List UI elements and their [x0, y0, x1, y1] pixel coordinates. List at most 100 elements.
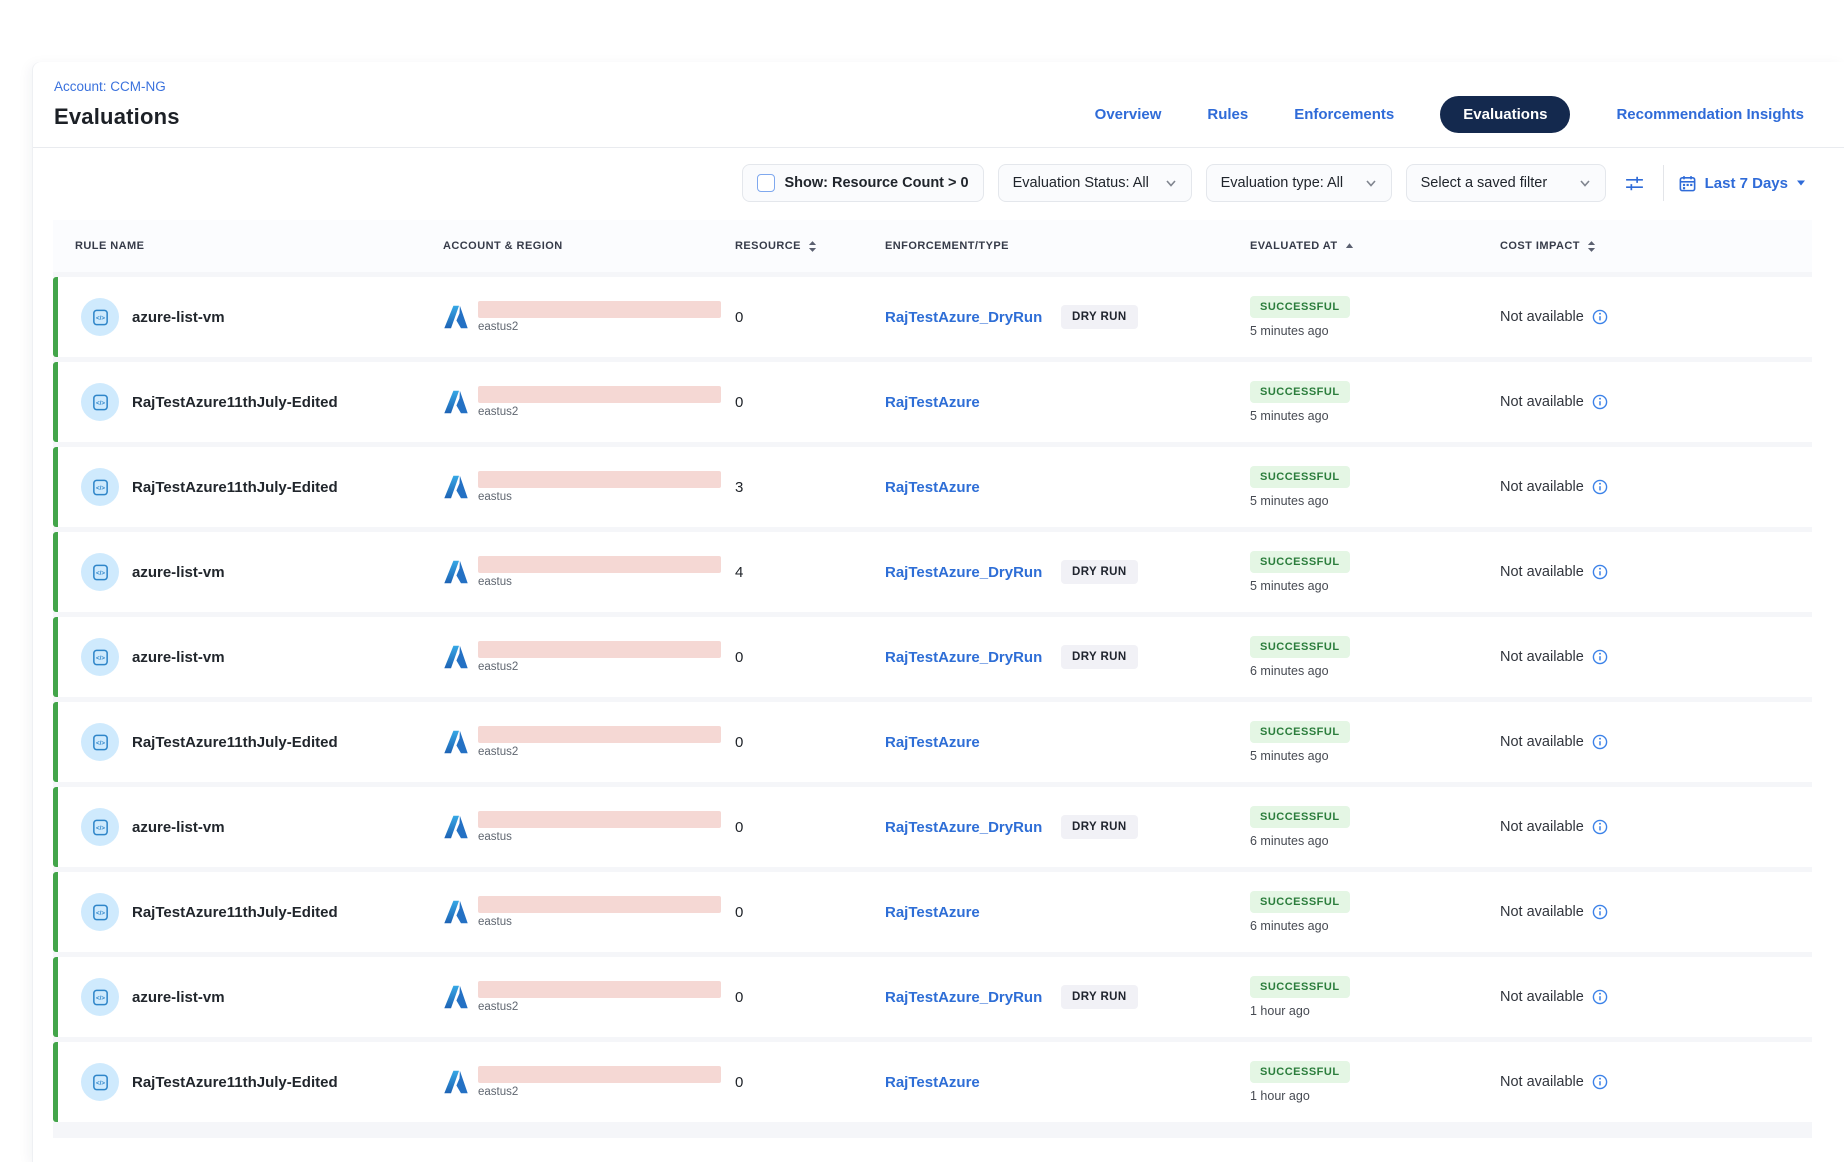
- nav-tab-overview[interactable]: Overview: [1095, 106, 1162, 123]
- rule-code-icon: </>: [81, 808, 119, 846]
- nav-tab-recommendation-insights[interactable]: Recommendation Insights: [1616, 106, 1804, 123]
- svg-text:</>: </>: [96, 655, 105, 662]
- region-label: eastus2: [478, 1001, 721, 1013]
- enforcement-link[interactable]: RajTestAzure: [885, 734, 1061, 751]
- col-header-rule-name[interactable]: RULE NAME: [53, 240, 443, 252]
- table-row[interactable]: </> azure-list-vm eastus2 0: [53, 617, 1812, 697]
- azure-logo-icon: [443, 814, 469, 840]
- cost-impact-value: Not available: [1500, 564, 1584, 580]
- cost-impact-value: Not available: [1500, 819, 1584, 835]
- col-header-cost-impact[interactable]: COST IMPACT: [1500, 240, 1812, 253]
- col-header-evaluated-at[interactable]: EVALUATED AT: [1250, 240, 1500, 252]
- col-header-account-region[interactable]: ACCOUNT & REGION: [443, 240, 735, 252]
- account-name-redacted: [478, 1066, 721, 1083]
- rule-name: azure-list-vm: [132, 564, 225, 581]
- rule-code-icon: </>: [81, 978, 119, 1016]
- col-header-resource[interactable]: RESOURCE: [735, 240, 885, 253]
- table-row[interactable]: </> azure-list-vm eastus2 0: [53, 277, 1812, 357]
- page-header: Account: CCM-NG Evaluations Overview Rule…: [33, 62, 1844, 147]
- caret-down-icon: [1796, 179, 1806, 187]
- table-row[interactable]: </> azure-list-vm eastus2 0: [53, 957, 1812, 1037]
- enforcement-link[interactable]: RajTestAzure: [885, 479, 1061, 496]
- resource-count: 0: [735, 649, 743, 666]
- rule-code-icon: </>: [81, 638, 119, 676]
- filter-bar-divider: [1663, 165, 1664, 201]
- info-icon[interactable]: [1592, 1074, 1608, 1090]
- account-name-redacted: [478, 386, 721, 403]
- table-row[interactable]: </> RajTestAzure11thJuly-Edited eastus2: [53, 702, 1812, 782]
- svg-text:</>: </>: [96, 995, 105, 1002]
- table-row[interactable]: </> RajTestAzure11thJuly-Edited eastus: [53, 447, 1812, 527]
- table-row[interactable]: </> azure-list-vm eastus 0 R: [53, 787, 1812, 867]
- resource-count-checkbox[interactable]: [757, 174, 775, 192]
- evaluated-time: 5 minutes ago: [1250, 409, 1329, 423]
- row-status-strip: [53, 532, 58, 612]
- table-row[interactable]: </> RajTestAzure11thJuly-Edited eastus2: [53, 362, 1812, 442]
- cost-impact-value: Not available: [1500, 734, 1584, 750]
- enforcement-link[interactable]: RajTestAzure_DryRun: [885, 309, 1061, 326]
- enforcement-link[interactable]: RajTestAzure: [885, 1074, 1061, 1091]
- info-icon[interactable]: [1592, 479, 1608, 495]
- region-label: eastus2: [478, 746, 721, 758]
- info-icon[interactable]: [1592, 649, 1608, 665]
- enforcement-link[interactable]: RajTestAzure_DryRun: [885, 989, 1061, 1006]
- rule-code-icon: </>: [81, 298, 119, 336]
- enforcement-link[interactable]: RajTestAzure_DryRun: [885, 819, 1061, 836]
- status-badge: SUCCESSFUL: [1250, 976, 1350, 998]
- evaluated-time: 5 minutes ago: [1250, 324, 1329, 338]
- rule-code-icon: </>: [81, 383, 119, 421]
- enforcement-link[interactable]: RajTestAzure_DryRun: [885, 649, 1061, 666]
- rule-name: RajTestAzure11thJuly-Edited: [132, 904, 338, 921]
- enforcement-link[interactable]: RajTestAzure_DryRun: [885, 564, 1061, 581]
- table-row[interactable]: </> RajTestAzure11thJuly-Edited eastus2: [53, 1042, 1812, 1122]
- info-icon[interactable]: [1592, 564, 1608, 580]
- col-header-enforcement-type[interactable]: ENFORCEMENT/TYPE: [885, 240, 1250, 252]
- info-icon[interactable]: [1592, 819, 1608, 835]
- info-icon[interactable]: [1592, 734, 1608, 750]
- svg-text:</>: </>: [96, 740, 105, 747]
- resource-count: 0: [735, 394, 743, 411]
- account-breadcrumb-link[interactable]: Account: CCM-NG: [54, 79, 166, 94]
- resource-count: 0: [735, 989, 743, 1006]
- rule-name: RajTestAzure11thJuly-Edited: [132, 479, 338, 496]
- evaluation-status-select[interactable]: Evaluation Status: All: [998, 164, 1192, 202]
- svg-text:</>: </>: [96, 910, 105, 917]
- enforcement-link[interactable]: RajTestAzure: [885, 394, 1061, 411]
- info-icon[interactable]: [1592, 394, 1608, 410]
- rule-name: RajTestAzure11thJuly-Edited: [132, 394, 338, 411]
- info-icon[interactable]: [1592, 904, 1608, 920]
- row-status-strip: [53, 702, 58, 782]
- chevron-down-icon: [1365, 177, 1377, 189]
- evaluation-type-select[interactable]: Evaluation type: All: [1206, 164, 1392, 202]
- enforcement-link[interactable]: RajTestAzure: [885, 904, 1061, 921]
- sort-asc-icon: [1345, 242, 1354, 250]
- date-range-picker[interactable]: Last 7 Days: [1678, 174, 1806, 193]
- nav-tab-evaluations[interactable]: Evaluations: [1440, 96, 1570, 133]
- filter-settings-button[interactable]: [1620, 169, 1649, 198]
- resource-count-filter[interactable]: Show: Resource Count > 0: [742, 164, 984, 202]
- azure-logo-icon: [443, 1069, 469, 1095]
- info-icon[interactable]: [1592, 989, 1608, 1005]
- status-badge: SUCCESSFUL: [1250, 891, 1350, 913]
- account-name-redacted: [478, 641, 721, 658]
- region-label: eastus2: [478, 406, 721, 418]
- resource-count: 0: [735, 904, 743, 921]
- resource-count: 0: [735, 1074, 743, 1091]
- dry-run-badge: DRY RUN: [1061, 560, 1138, 584]
- calendar-icon: [1678, 174, 1697, 193]
- nav-tab-enforcements[interactable]: Enforcements: [1294, 106, 1394, 123]
- table-row[interactable]: </> azure-list-vm eastus 4 R: [53, 532, 1812, 612]
- rule-name: RajTestAzure11thJuly-Edited: [132, 734, 338, 751]
- status-badge: SUCCESSFUL: [1250, 806, 1350, 828]
- row-status-strip: [53, 957, 58, 1037]
- status-badge: SUCCESSFUL: [1250, 551, 1350, 573]
- info-icon[interactable]: [1592, 309, 1608, 325]
- rule-name: azure-list-vm: [132, 309, 225, 326]
- nav-tab-rules[interactable]: Rules: [1207, 106, 1248, 123]
- table-row[interactable]: </> RajTestAzure11thJuly-Edited eastus: [53, 872, 1812, 952]
- account-name-redacted: [478, 471, 721, 488]
- evaluated-time: 5 minutes ago: [1250, 749, 1329, 763]
- rule-code-icon: </>: [81, 1063, 119, 1101]
- cost-impact-value: Not available: [1500, 479, 1584, 495]
- saved-filter-select[interactable]: Select a saved filter: [1406, 164, 1606, 202]
